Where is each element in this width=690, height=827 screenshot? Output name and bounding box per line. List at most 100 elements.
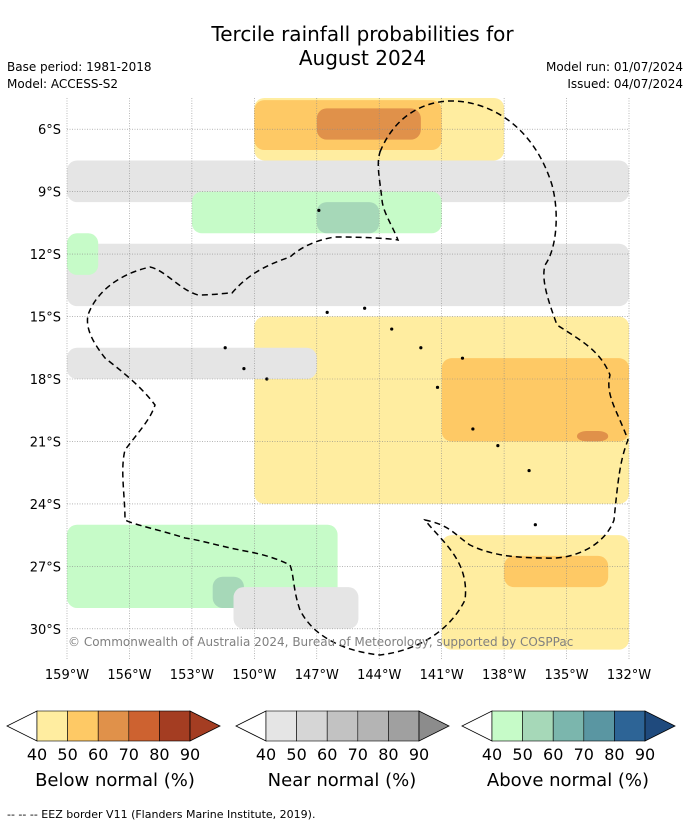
region-9 xyxy=(576,431,609,442)
legend-tick-label: 80 xyxy=(378,745,398,764)
island-marker xyxy=(242,366,246,371)
legend-swatch xyxy=(388,710,420,742)
legend-arrow-low xyxy=(235,710,267,742)
island-marker xyxy=(471,427,475,431)
chart-title-line2: August 2024 xyxy=(298,46,427,70)
island-marker xyxy=(317,208,321,212)
legend-swatch xyxy=(67,710,99,742)
legend-tick-label: 60 xyxy=(543,745,563,764)
legend-tick-label: 80 xyxy=(149,745,169,764)
island-marker xyxy=(223,346,227,350)
x-tick-label: 156°W xyxy=(107,668,151,683)
legend-below-normal: 40 50 60 70 80 90 xyxy=(6,710,221,764)
copyright-notice: © Commonwealth of Australia 2024, Bureau… xyxy=(68,635,573,649)
base-period: Base period: 1981-2018 xyxy=(7,60,152,74)
legend-swatch xyxy=(296,710,328,742)
legend-swatch xyxy=(583,710,615,742)
legend-title-below: Below normal (%) xyxy=(35,770,195,791)
y-tick-label: 15°S xyxy=(30,311,61,326)
island-marker xyxy=(533,523,537,527)
y-tick-label: 27°S xyxy=(30,560,61,575)
axis-tick-labels: 159°W 156°W 153°W 150°W 147°W 144°W 141°W 138°W… xyxy=(30,123,652,683)
legend-arrow-low xyxy=(6,710,38,742)
legend-title-near: Near normal (%) xyxy=(267,770,417,791)
y-tick-label: 24°S xyxy=(30,498,61,513)
legend-swatch xyxy=(159,710,191,742)
island-marker xyxy=(496,444,500,448)
probability-regions xyxy=(67,98,630,650)
legend-tick-label: 60 xyxy=(317,745,337,764)
y-tick-label: 12°S xyxy=(30,248,61,263)
eez-border xyxy=(86,100,629,656)
region-14 xyxy=(441,535,629,650)
x-tick-label: 150°W xyxy=(232,668,276,683)
x-tick-label: 135°W xyxy=(544,668,588,683)
legend-swatch xyxy=(522,710,554,742)
legend-arrow-low xyxy=(461,710,493,742)
legend-swatch xyxy=(552,710,585,742)
region-5 xyxy=(316,202,380,234)
chart-title-line1: Tercile rainfall probabilities for xyxy=(211,22,514,46)
island-marker xyxy=(363,306,367,310)
island-marker xyxy=(325,310,329,314)
model-run-date: Model run: 01/07/2024 xyxy=(545,60,683,74)
legend-above-normal: 40 50 60 70 80 90 xyxy=(461,710,676,764)
x-tick-label: 138°W xyxy=(482,668,526,683)
issued-date: Issued: 04/07/2024 xyxy=(567,77,683,91)
region-8 xyxy=(441,358,629,442)
legend-tick-label: 40 xyxy=(27,745,47,764)
island-marker xyxy=(265,377,269,381)
x-tick-label: 153°W xyxy=(170,668,214,683)
y-tick-label: 6°S xyxy=(38,123,61,138)
legend-tick-label: 90 xyxy=(180,745,200,764)
legend-swatch xyxy=(265,710,297,742)
legend-tick-label: 60 xyxy=(88,745,108,764)
island-marker xyxy=(527,468,531,473)
legend-tick-label: 40 xyxy=(256,745,276,764)
y-tick-label: 18°S xyxy=(30,373,61,388)
x-tick-label: 141°W xyxy=(420,668,464,683)
legend-swatch xyxy=(491,710,523,742)
legend-tick-label: 50 xyxy=(512,745,532,764)
legend-swatch xyxy=(357,710,389,742)
x-tick-label: 144°W xyxy=(357,668,401,683)
run-info: Model run: 01/07/2024 Issued: 04/07/2024 xyxy=(546,59,683,93)
y-tick-label: 30°S xyxy=(30,623,61,638)
legend-tick-label: 80 xyxy=(604,745,624,764)
region-2 xyxy=(316,108,421,140)
legend-tick-label: 70 xyxy=(574,745,594,764)
model-name: Model: ACCESS-S2 xyxy=(7,77,119,91)
legend-swatch xyxy=(128,710,160,742)
legend-tick-label: 70 xyxy=(348,745,368,764)
legend-swatch xyxy=(614,710,646,742)
legend-tick-label: 50 xyxy=(286,745,306,764)
legend-arrow-high xyxy=(189,710,221,742)
region-6 xyxy=(67,243,629,307)
island-markers xyxy=(223,208,537,527)
chart-title: Tercile rainfall probabilities for Augus… xyxy=(0,22,690,70)
x-tick-label: 132°W xyxy=(607,668,651,683)
region-13 xyxy=(233,587,359,629)
model-info: Base period: 1981-2018 Model: ACCESS-S2 xyxy=(7,59,152,93)
island-marker xyxy=(390,327,394,331)
legend-title-above: Above normal (%) xyxy=(486,770,650,791)
legend-tick-label: 70 xyxy=(119,745,139,764)
legend-arrow-high xyxy=(418,710,450,742)
island-marker xyxy=(435,385,440,389)
legend-near-normal: 40 50 60 70 80 90 xyxy=(235,710,450,764)
x-tick-label: 159°W xyxy=(45,668,89,683)
x-tick-label: 147°W xyxy=(295,668,339,683)
legend-tick-label: 90 xyxy=(635,745,655,764)
legend-arrow-high xyxy=(644,710,676,742)
legend-tick-label: 40 xyxy=(482,745,502,764)
island-marker xyxy=(460,356,465,360)
y-tick-label: 21°S xyxy=(30,435,61,450)
map-gridlines xyxy=(66,98,630,660)
legend-swatch xyxy=(326,710,359,742)
legend-tick-label: 50 xyxy=(57,745,77,764)
probability-map: © Commonwealth of Australia 2024, Bureau… xyxy=(30,98,652,683)
footnote: -- -- -- EEZ border V11 (Flanders Marine… xyxy=(7,808,316,821)
island-marker xyxy=(419,346,423,350)
legend-swatch xyxy=(36,710,68,742)
legend-tick-label: 90 xyxy=(409,745,429,764)
